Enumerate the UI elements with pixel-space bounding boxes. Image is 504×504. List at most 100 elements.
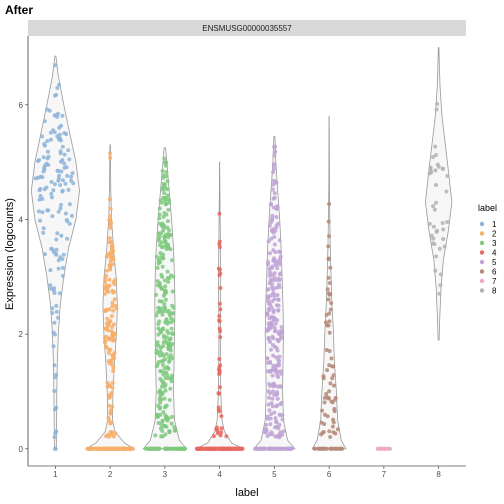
- point-2: [108, 197, 113, 202]
- point-1: [58, 255, 63, 260]
- point-2: [104, 254, 109, 259]
- point-3: [169, 377, 174, 381]
- point-3: [160, 275, 165, 279]
- point-1: [56, 258, 61, 263]
- point-5: [275, 293, 280, 297]
- point-3: [165, 219, 170, 224]
- point-6: [323, 320, 328, 325]
- point-3: [158, 221, 163, 226]
- point-4: [217, 391, 221, 396]
- legend-label-8: 8: [492, 287, 497, 296]
- point-2: [109, 314, 114, 318]
- point-5: [272, 242, 277, 247]
- point-1: [42, 143, 47, 148]
- point-3: [161, 344, 166, 348]
- point-6: [323, 446, 328, 451]
- point-5: [275, 204, 280, 209]
- point-6: [329, 399, 334, 404]
- jitter-points: [33, 63, 450, 451]
- point-6: [327, 429, 332, 434]
- point-5: [266, 389, 271, 394]
- point-5: [273, 250, 278, 255]
- point-1: [49, 191, 54, 196]
- point-3: [157, 446, 162, 451]
- point-5: [274, 346, 279, 350]
- point-1: [43, 163, 47, 168]
- point-3: [156, 238, 161, 243]
- point-6: [332, 409, 337, 414]
- point-3: [156, 231, 161, 236]
- point-3: [172, 425, 177, 430]
- point-5: [275, 396, 280, 401]
- point-5: [266, 306, 271, 311]
- point-8: [431, 236, 436, 241]
- point-1: [59, 202, 63, 207]
- legend-key-8: [479, 288, 485, 293]
- point-2: [111, 365, 116, 370]
- point-5: [278, 413, 283, 418]
- point-3: [157, 299, 162, 304]
- point-5: [270, 272, 275, 277]
- point-5: [267, 395, 272, 400]
- point-1: [58, 149, 63, 154]
- point-5: [279, 446, 283, 451]
- point-5: [278, 384, 283, 389]
- point-3: [169, 320, 174, 325]
- point-8: [435, 162, 440, 167]
- point-5: [273, 321, 278, 326]
- point-4: [217, 301, 222, 306]
- point-1: [48, 286, 53, 291]
- point-3: [164, 202, 169, 206]
- point-2: [110, 304, 115, 309]
- point-5: [274, 303, 279, 308]
- point-8: [438, 283, 443, 288]
- point-3: [176, 446, 181, 451]
- point-5: [272, 325, 277, 330]
- point-1: [48, 268, 53, 273]
- point-1: [62, 161, 67, 166]
- point-3: [171, 446, 176, 451]
- point-6: [324, 348, 329, 352]
- point-2: [128, 446, 133, 451]
- point-1: [62, 131, 67, 136]
- point-3: [163, 284, 168, 289]
- point-8: [438, 272, 443, 277]
- point-3: [158, 198, 163, 203]
- point-3: [163, 357, 168, 362]
- point-3: [162, 223, 167, 228]
- x-tick-label: 1: [53, 470, 58, 479]
- point-3: [154, 348, 159, 353]
- point-2: [109, 358, 114, 363]
- point-2: [107, 277, 112, 282]
- point-1: [58, 206, 63, 211]
- point-8: [434, 200, 438, 205]
- x-tick-label: 5: [272, 470, 277, 479]
- point-5: [268, 360, 273, 364]
- point-5: [272, 410, 277, 415]
- point-3: [163, 376, 168, 381]
- point-3: [154, 313, 159, 318]
- point-5: [266, 321, 271, 326]
- point-1: [53, 251, 58, 256]
- point-5: [271, 363, 276, 368]
- point-1: [54, 309, 59, 314]
- point-1: [42, 187, 47, 192]
- point-1: [49, 246, 54, 251]
- point-3: [164, 290, 169, 295]
- point-1: [48, 283, 53, 288]
- point-1: [53, 63, 58, 68]
- point-2: [104, 268, 109, 273]
- point-8: [437, 246, 442, 251]
- point-8: [434, 107, 439, 112]
- point-6: [330, 364, 335, 369]
- point-5: [276, 426, 281, 431]
- point-6: [327, 319, 332, 324]
- point-3: [162, 423, 167, 428]
- point-2: [108, 263, 113, 268]
- point-3: [158, 330, 163, 335]
- point-3: [157, 406, 162, 411]
- point-3: [159, 384, 164, 389]
- point-3: [160, 352, 165, 356]
- point-5: [274, 223, 279, 228]
